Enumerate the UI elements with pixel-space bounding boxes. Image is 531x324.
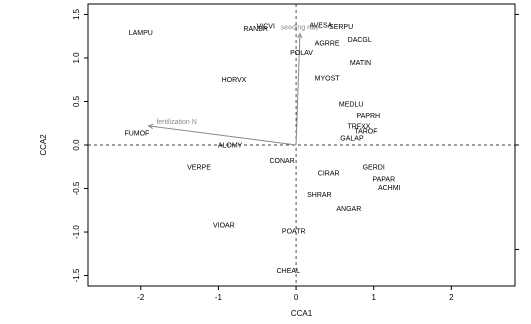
- environmental-vectors: fertilization N seeding rate: [147, 25, 320, 146]
- species-label: ANGAR: [336, 206, 361, 213]
- species-label: RANBR: [243, 26, 268, 33]
- species-label: HORVX: [222, 77, 247, 84]
- y-tick-label: 0.5: [72, 95, 81, 107]
- species-label: SERPU: [329, 24, 353, 31]
- env-vector-arrow: [295, 33, 301, 146]
- species-label: TAROF: [354, 129, 377, 136]
- env-vector-arrowhead: [147, 123, 154, 130]
- y-tick-label: 0.0: [72, 139, 81, 151]
- species-label: MATIN: [350, 60, 371, 67]
- species-label: GERDI: [363, 164, 385, 171]
- env-vector-arrowhead: [297, 32, 303, 39]
- species-label: MEDLU: [339, 102, 364, 109]
- species-label: MYOST: [315, 75, 341, 82]
- x-tick-label: 1: [371, 293, 376, 302]
- env-vector-arrow: [148, 125, 297, 146]
- species-label: CHEAL: [277, 268, 300, 275]
- y-axis-ticks: -1.5 -1.0 -0.5 0.0 0.5 1.0 1.5: [72, 8, 88, 282]
- species-label: AGRRE: [315, 41, 340, 48]
- species-label: CIRAR: [318, 170, 340, 177]
- species-label: GALAP: [340, 136, 364, 143]
- y-tick-label: 1.5: [72, 8, 81, 20]
- species-label: LAMPU: [129, 30, 153, 37]
- species-label: CONAR: [269, 158, 294, 165]
- y-tick-label: -1.5: [72, 268, 81, 282]
- y-tick-label: 1.0: [72, 52, 81, 64]
- species-label: DACGL: [348, 37, 372, 44]
- y-axis-label: CCA2: [39, 134, 48, 156]
- x-tick-label: -2: [137, 293, 145, 302]
- species-label: POLAV: [290, 50, 313, 57]
- species-label: PAPRH: [356, 113, 380, 120]
- env-vector-label: fertilization N: [156, 119, 196, 126]
- species-label: ACHMI: [378, 185, 401, 192]
- x-tick-label: 0: [294, 293, 299, 302]
- species-label: PAPAR: [372, 176, 395, 183]
- zero-lines: [88, 4, 515, 286]
- env-vector-label: seeding rate: [281, 25, 320, 32]
- x-tick-label: 2: [449, 293, 454, 302]
- species-label: VICVI: [257, 23, 275, 30]
- species-label: AVESA: [309, 22, 332, 29]
- species-label: TRFXX: [347, 123, 370, 130]
- species-label: POATR: [282, 229, 306, 236]
- species-label: SHRAR: [307, 192, 332, 199]
- species-label: VERPE: [187, 164, 211, 171]
- species-label: FUMOF: [124, 130, 149, 137]
- species-label: ALOMY: [218, 143, 243, 150]
- right-axis-ticks: [515, 13, 519, 250]
- x-axis-label: CCA1: [291, 309, 313, 318]
- y-tick-label: -1.0: [72, 225, 81, 239]
- x-tick-label: -1: [215, 293, 223, 302]
- x-axis-ticks: -2 -1 0 1 2: [137, 286, 454, 302]
- species-label: VIOAR: [213, 223, 235, 230]
- y-tick-label: -0.5: [72, 181, 81, 195]
